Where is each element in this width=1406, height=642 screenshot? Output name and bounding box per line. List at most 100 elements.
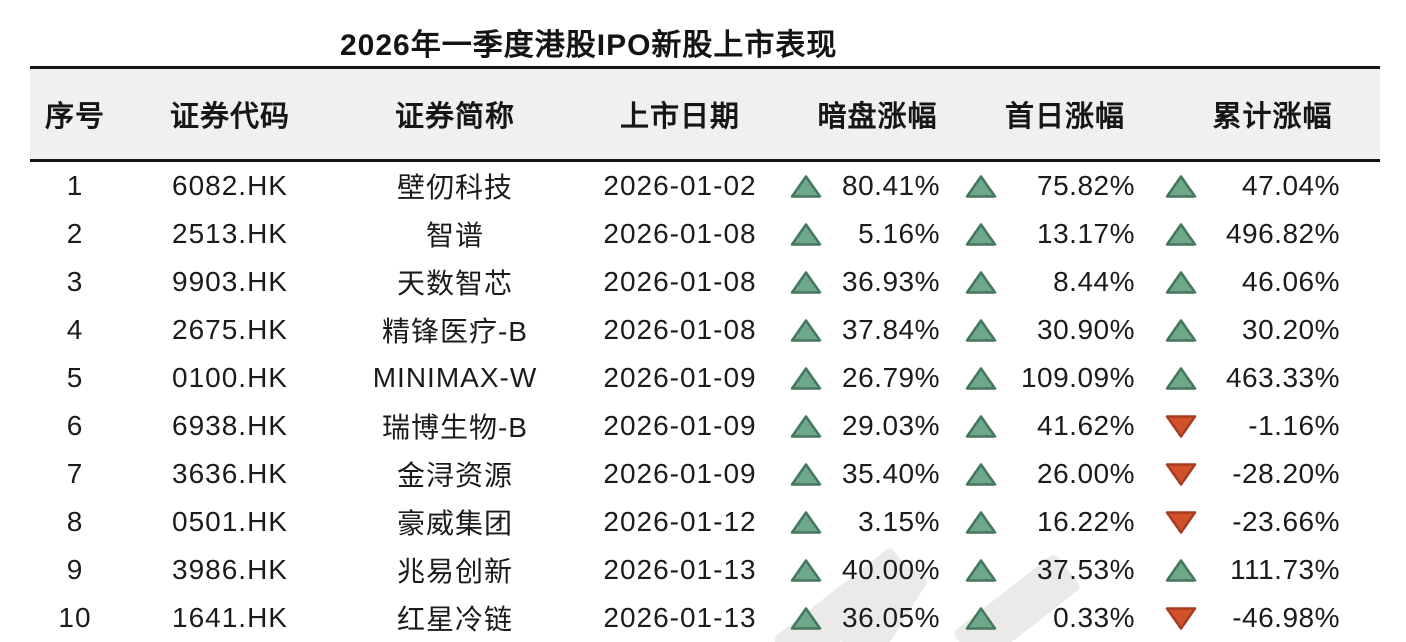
cell-first-day-change: 30.90% xyxy=(965,314,1165,346)
cell-first-day-change: 41.62% xyxy=(965,410,1165,442)
up-triangle-icon xyxy=(1165,558,1197,583)
page-title: 2026年一季度港股IPO新股上市表现 xyxy=(340,29,838,62)
up-triangle-icon xyxy=(965,414,997,439)
cell-dark-market-change: 26.79% xyxy=(790,362,965,394)
up-triangle-icon xyxy=(790,558,822,583)
cell-first-day-change: 8.44% xyxy=(965,266,1165,298)
change-value: 80.41% xyxy=(842,170,940,201)
up-triangle-icon xyxy=(1165,174,1197,199)
change-value: -23.66% xyxy=(1232,506,1340,537)
up-triangle-icon xyxy=(790,270,822,295)
table-row: 3 9903.HK 天数智芯 2026-01-08 36.93% 8.44% 4… xyxy=(30,258,1380,306)
change-value: 111.73% xyxy=(1230,554,1340,585)
cell-dark-market-change: 80.41% xyxy=(790,170,965,202)
up-triangle-icon xyxy=(965,606,997,631)
cell-stock-code: 2675.HK xyxy=(172,314,288,345)
cell-index: 7 xyxy=(66,458,84,489)
cell-stock-name: 红星冷链 xyxy=(396,604,513,635)
change-value: 46.06% xyxy=(1242,266,1340,297)
up-triangle-icon xyxy=(1165,318,1197,343)
up-triangle-icon xyxy=(965,222,997,247)
cell-stock-code: 2513.HK xyxy=(172,218,288,249)
change-value: 47.04% xyxy=(1242,170,1340,201)
cell-listing-date: 2026-01-09 xyxy=(603,458,757,489)
cell-listing-date: 2026-01-02 xyxy=(603,170,757,201)
up-triangle-icon xyxy=(965,270,997,295)
cell-index: 5 xyxy=(66,362,84,393)
change-value: 40.00% xyxy=(842,554,940,585)
up-triangle-icon xyxy=(965,462,997,487)
change-value: 36.93% xyxy=(842,266,940,297)
up-triangle-icon xyxy=(965,558,997,583)
header-index: 序号 xyxy=(44,101,105,133)
up-triangle-icon xyxy=(965,510,997,535)
table-row: 7 3636.HK 金浔资源 2026-01-09 35.40% 26.00% … xyxy=(30,450,1380,498)
change-value: 26.00% xyxy=(1037,458,1135,489)
change-value: -28.20% xyxy=(1232,458,1340,489)
cell-first-day-change: 75.82% xyxy=(965,170,1165,202)
ipo-table: 序号 证券代码 证券简称 上市日期 暗盘涨幅 首日涨幅 累计涨幅 1 6082.… xyxy=(30,66,1380,642)
cell-listing-date: 2026-01-12 xyxy=(603,506,757,537)
cell-stock-code: 3986.HK xyxy=(172,554,288,585)
header-first-day-change: 首日涨幅 xyxy=(1004,101,1125,133)
up-triangle-icon xyxy=(965,174,997,199)
cell-cumulative-change: -46.98% xyxy=(1165,602,1380,634)
cell-index: 2 xyxy=(66,218,84,249)
change-value: 5.16% xyxy=(858,218,940,249)
cell-stock-name: 金浔资源 xyxy=(396,460,513,491)
up-triangle-icon xyxy=(790,222,822,247)
down-triangle-icon xyxy=(1165,414,1197,439)
cell-dark-market-change: 3.15% xyxy=(790,506,965,538)
up-triangle-icon xyxy=(1165,366,1197,391)
cell-stock-name: 壁仞科技 xyxy=(396,172,513,203)
cell-stock-name: 瑞博生物-B xyxy=(381,412,528,443)
cell-cumulative-change: 463.33% xyxy=(1165,362,1380,394)
cell-stock-name: 豪威集团 xyxy=(396,508,513,539)
cell-dark-market-change: 40.00% xyxy=(790,554,965,586)
up-triangle-icon xyxy=(1165,270,1197,295)
table-row: 10 1641.HK 红星冷链 2026-01-13 36.05% 0.33% … xyxy=(30,594,1380,642)
change-value: 35.40% xyxy=(842,458,940,489)
up-triangle-icon xyxy=(965,318,997,343)
cell-listing-date: 2026-01-09 xyxy=(603,362,757,393)
change-value: 3.15% xyxy=(858,506,940,537)
up-triangle-icon xyxy=(790,318,822,343)
change-value: 30.90% xyxy=(1037,314,1135,345)
cell-stock-name: 精锋医疗-B xyxy=(381,316,528,347)
cell-cumulative-change: 47.04% xyxy=(1165,170,1380,202)
change-value: 26.79% xyxy=(842,362,940,393)
up-triangle-icon xyxy=(790,462,822,487)
cell-stock-code: 0501.HK xyxy=(172,506,288,537)
down-triangle-icon xyxy=(1165,510,1197,535)
cell-cumulative-change: 46.06% xyxy=(1165,266,1380,298)
cell-cumulative-change: 30.20% xyxy=(1165,314,1380,346)
cell-index: 1 xyxy=(66,170,84,201)
change-value: 16.22% xyxy=(1037,506,1135,537)
down-triangle-icon xyxy=(1165,462,1197,487)
cell-stock-name: MINIMAX-W xyxy=(372,362,538,393)
change-value: 0.33% xyxy=(1053,602,1135,633)
change-value: 75.82% xyxy=(1037,170,1135,201)
cell-listing-date: 2026-01-13 xyxy=(603,602,757,633)
up-triangle-icon xyxy=(790,366,822,391)
cell-stock-name: 天数智芯 xyxy=(396,268,513,299)
cell-index: 10 xyxy=(58,602,92,633)
cell-cumulative-change: 111.73% xyxy=(1165,554,1380,586)
change-value: 37.84% xyxy=(842,314,940,345)
change-value: 29.03% xyxy=(842,410,940,441)
change-value: 36.05% xyxy=(842,602,940,633)
header-cumulative-change: 累计涨幅 xyxy=(1212,101,1333,133)
cell-index: 6 xyxy=(66,410,84,441)
cell-first-day-change: 26.00% xyxy=(965,458,1165,490)
cell-first-day-change: 109.09% xyxy=(965,362,1165,394)
up-triangle-icon xyxy=(965,366,997,391)
table-row: 9 3986.HK 兆易创新 2026-01-13 40.00% 37.53% … xyxy=(30,546,1380,594)
up-triangle-icon xyxy=(790,174,822,199)
change-value: 30.20% xyxy=(1242,314,1340,345)
up-triangle-icon xyxy=(790,510,822,535)
header-dark-market-change: 暗盘涨幅 xyxy=(817,101,938,133)
cell-dark-market-change: 5.16% xyxy=(790,218,965,250)
table-row: 4 2675.HK 精锋医疗-B 2026-01-08 37.84% 30.90… xyxy=(30,306,1380,354)
change-value: 8.44% xyxy=(1053,266,1135,297)
